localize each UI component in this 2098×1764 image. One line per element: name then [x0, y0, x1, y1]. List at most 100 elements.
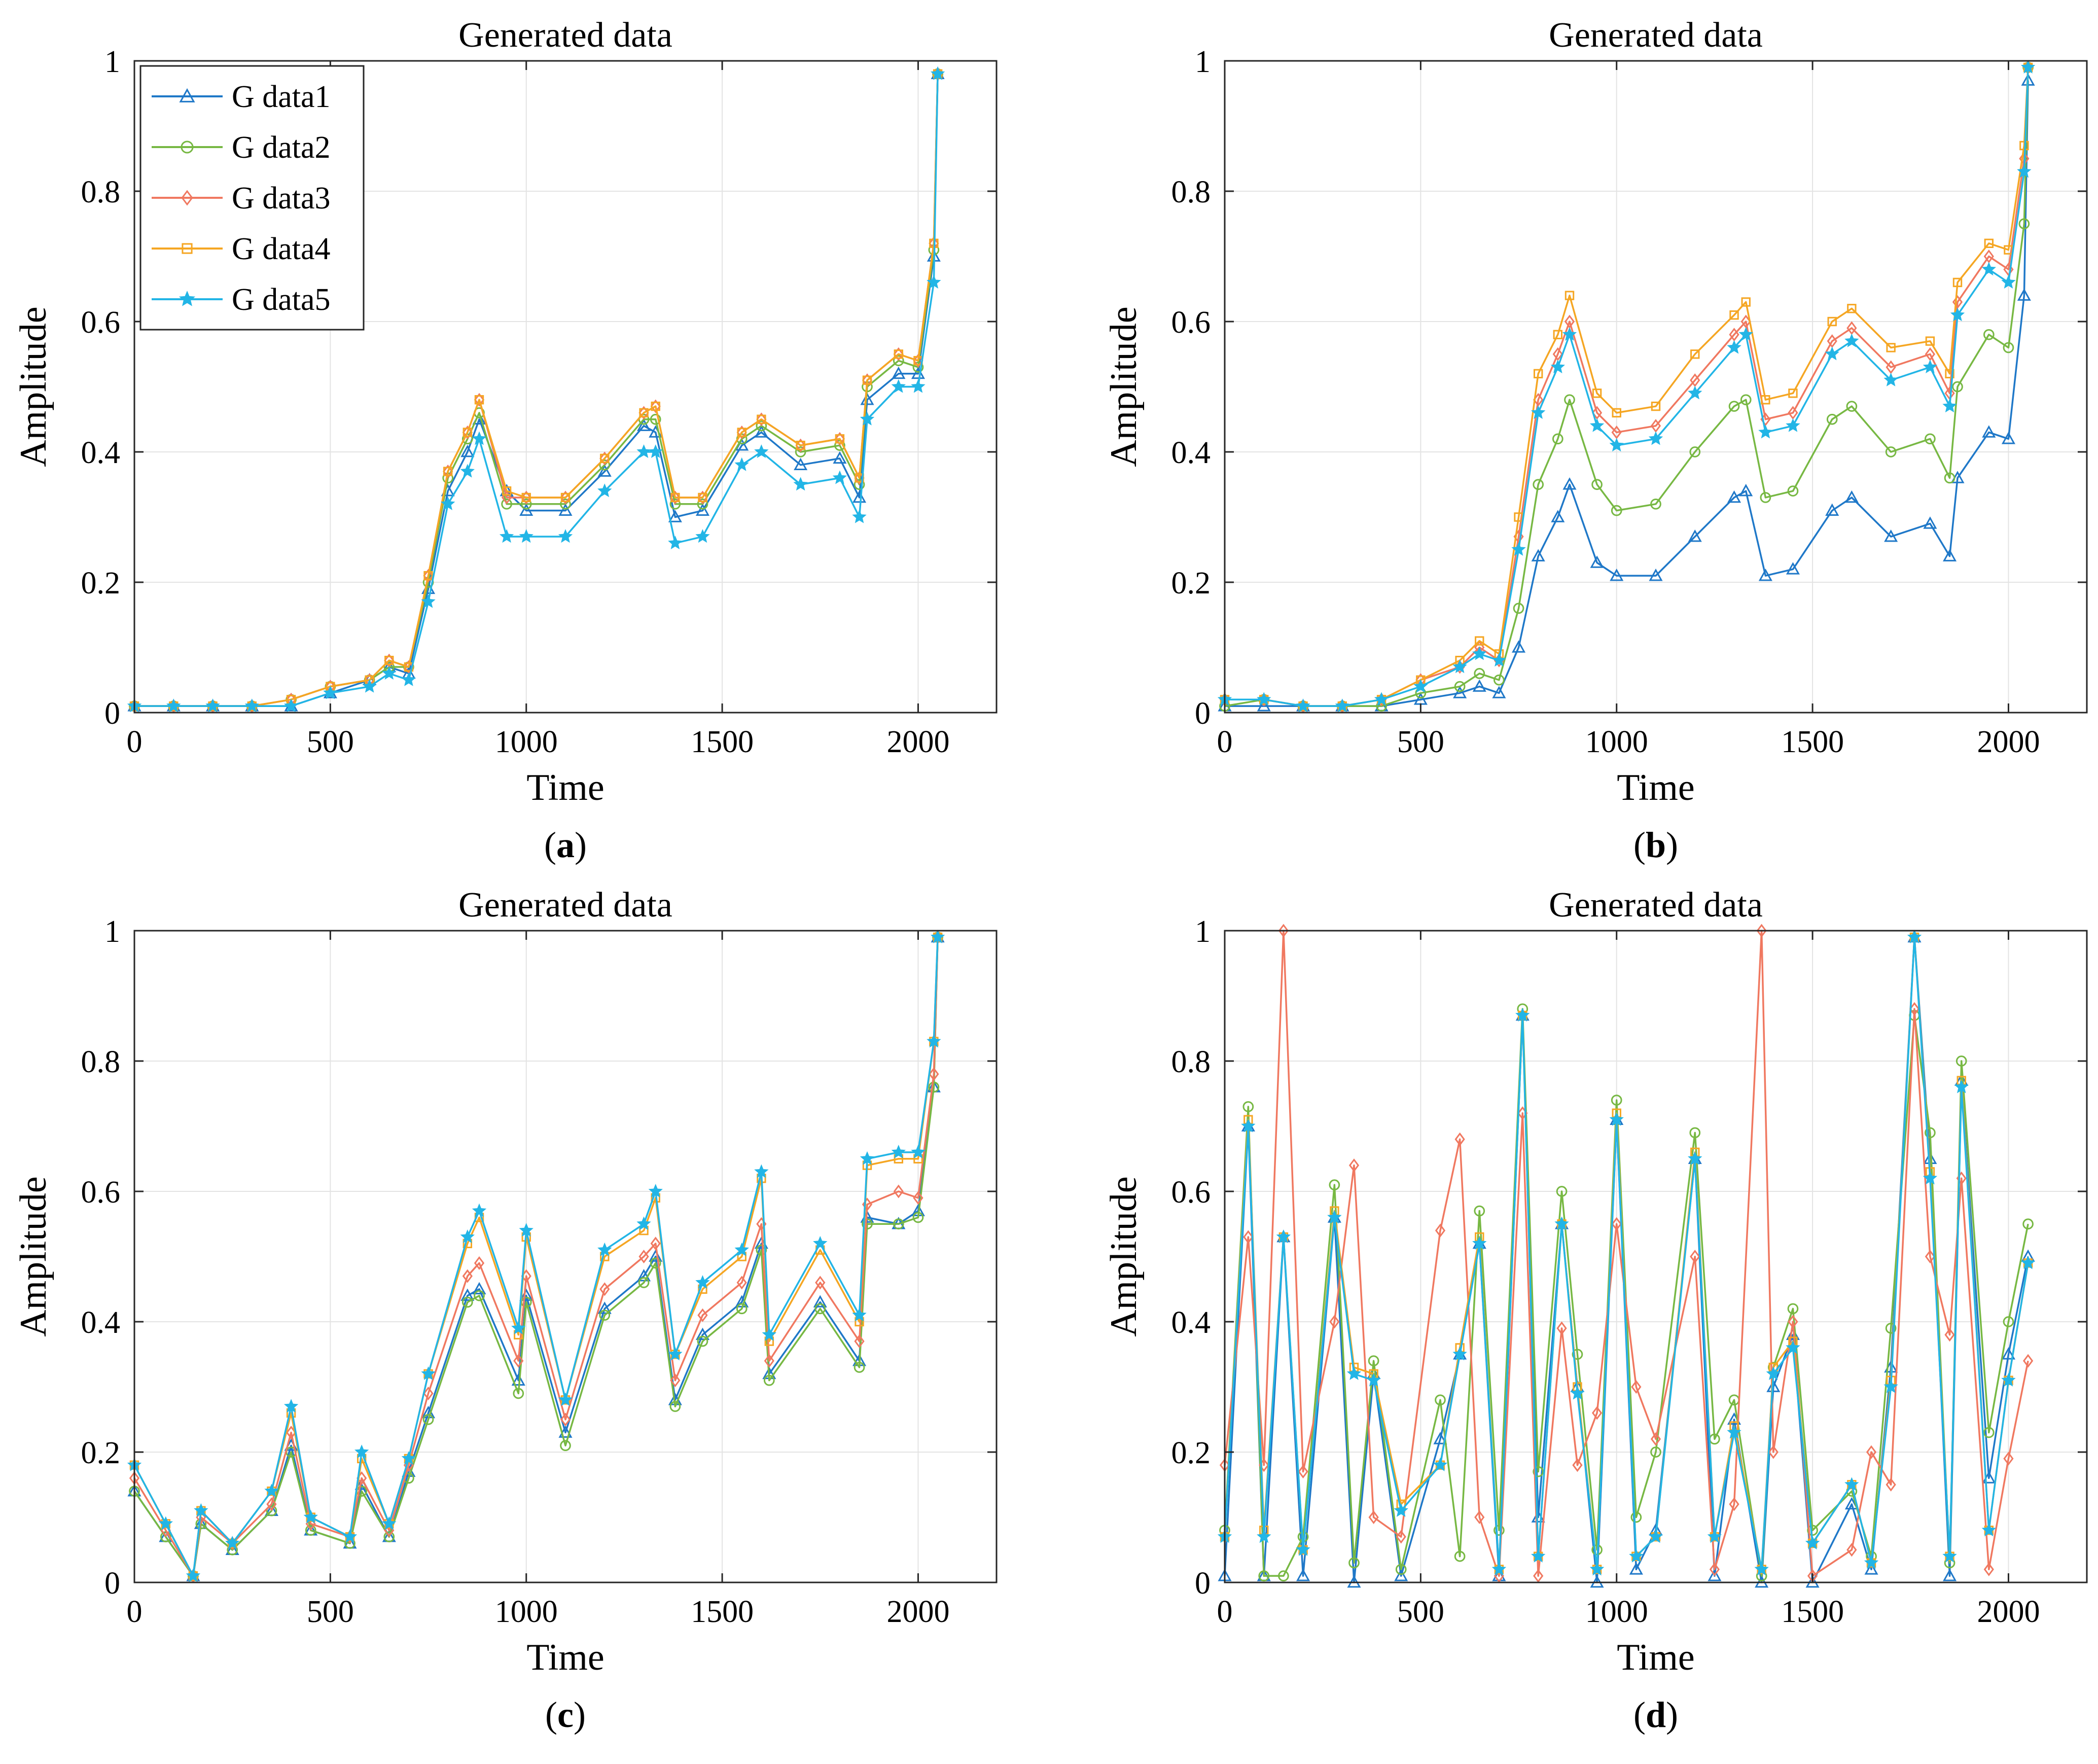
- data-point: [597, 1301, 612, 1314]
- x-tick-label: 1500: [691, 725, 754, 759]
- data-point: [2022, 1354, 2034, 1368]
- x-tick-label: 2000: [1977, 725, 2040, 759]
- x-tick-label: 0: [1217, 725, 1233, 759]
- data-point: [929, 1067, 939, 1081]
- series-3: [1219, 924, 2034, 1583]
- data-point: [2003, 1316, 2014, 1327]
- data-point: [1709, 1562, 1720, 1576]
- data-point: [650, 413, 661, 425]
- data-point: [1296, 1569, 1310, 1581]
- legend-marker: [179, 88, 195, 102]
- series-line: [1224, 936, 2029, 1583]
- y-tick-label: 1: [104, 914, 120, 949]
- data-point: [558, 1425, 573, 1438]
- data-point: [1474, 1205, 1485, 1217]
- data-point: [1688, 385, 1702, 400]
- ticks: 0 500 1000 1500 2000 0 0.2 0.4 0.6 0.8 1: [1171, 45, 2087, 759]
- data-point: [854, 1362, 865, 1373]
- x-tick-label: 0: [127, 725, 143, 759]
- data-point: [443, 465, 453, 479]
- data-point: [1494, 674, 1505, 686]
- data-point: [756, 1244, 767, 1256]
- y-tick-label: 0.2: [1171, 566, 1211, 601]
- data-point: [913, 1191, 923, 1205]
- data-point: [1766, 1366, 1781, 1380]
- panel-letter: b: [1646, 825, 1666, 865]
- legend-entry: G data1: [152, 80, 331, 114]
- y-axis-label: Amplitude: [13, 1176, 54, 1337]
- y-tick-label: 0.2: [81, 566, 121, 601]
- x-tick-label: 2000: [886, 1595, 949, 1629]
- data-point: [1923, 1171, 1938, 1185]
- x-tick-label: 500: [1397, 1595, 1444, 1629]
- data-point: [1474, 1510, 1485, 1524]
- series-4: [129, 932, 943, 1581]
- data-point: [558, 503, 573, 516]
- y-tick-label: 0.8: [81, 175, 121, 209]
- data-point: [1740, 394, 1752, 406]
- data-point: [1589, 418, 1605, 432]
- data-point: [636, 444, 651, 458]
- data-point: [636, 1216, 651, 1230]
- data-point: [599, 1310, 611, 1321]
- data-point: [600, 453, 610, 464]
- data-point: [1296, 1542, 1310, 1556]
- data-point: [401, 1451, 416, 1465]
- data-point: [342, 1529, 358, 1543]
- data-point: [1648, 1529, 1663, 1543]
- data-point: [1572, 1458, 1583, 1472]
- data-point: [736, 1303, 748, 1315]
- x-tick-label: 1500: [1781, 725, 1844, 759]
- data-point: [1944, 472, 1955, 484]
- data-point: [1472, 646, 1487, 660]
- series-3: [1219, 60, 2034, 713]
- data-point: [1562, 477, 1577, 490]
- data-point: [1327, 1210, 1342, 1224]
- data-point: [1454, 681, 1466, 692]
- panel-label: (b): [1633, 825, 1678, 865]
- data-point: [1952, 381, 1963, 393]
- data-point: [1590, 555, 1604, 568]
- data-point: [501, 498, 512, 510]
- data-point: [796, 440, 805, 450]
- data-point: [264, 1484, 279, 1498]
- data-point: [757, 414, 766, 424]
- data-point: [1886, 1477, 1896, 1492]
- data-point: [519, 1223, 534, 1237]
- data-point: [928, 1081, 940, 1093]
- data-point: [893, 347, 904, 361]
- ticks: 0 500 1000 1500 2000 0 0.2 0.4 0.6 0.8 1: [1171, 914, 2087, 1629]
- data-point: [558, 1392, 573, 1406]
- data-point: [421, 1366, 436, 1380]
- data-point: [460, 1229, 475, 1244]
- legend-entry: G data4: [152, 232, 331, 266]
- data-point: [283, 698, 299, 713]
- data-point: [460, 464, 475, 478]
- data-point: [1727, 1425, 1741, 1439]
- data-point: [1883, 1379, 1898, 1393]
- y-tick-label: 0.6: [1171, 1175, 1211, 1210]
- data-point: [1454, 1550, 1466, 1562]
- data-point: [354, 1444, 369, 1459]
- data-point: [1648, 431, 1663, 445]
- data-point: [860, 1151, 875, 1165]
- data-point: [1591, 479, 1603, 490]
- series-line: [1225, 67, 2029, 707]
- data-point: [893, 355, 904, 366]
- legend-entry: G data5: [152, 283, 331, 317]
- data-point: [1494, 1525, 1505, 1536]
- data-point: [697, 498, 708, 510]
- data-point: [893, 1218, 904, 1230]
- data-point: [519, 529, 534, 543]
- data-point: [323, 685, 338, 699]
- data-point: [244, 698, 259, 713]
- data-point: [1787, 1303, 1799, 1315]
- panel-c: 0 500 1000 1500 2000 0 0.2 0.4 0.6 0.8 1 Generated…: [13, 886, 998, 1735]
- x-tick-label: 1000: [1585, 725, 1648, 759]
- data-point: [649, 1249, 663, 1262]
- x-tick-label: 2000: [886, 725, 949, 759]
- data-point: [668, 510, 682, 522]
- data-point: [1433, 1432, 1447, 1444]
- data-point: [441, 496, 455, 510]
